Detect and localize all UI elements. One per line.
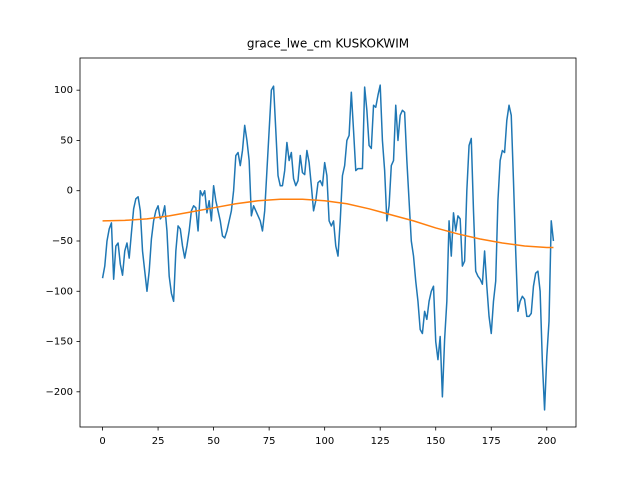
x-tick-label: 0	[99, 436, 105, 447]
y-tick-label: 100	[54, 85, 73, 96]
y-tick-label: −200	[46, 387, 73, 398]
plot-frame	[79, 57, 577, 428]
x-tick-label: 25	[152, 436, 165, 447]
x-tick-label: 50	[207, 436, 220, 447]
x-tick-label: 125	[371, 436, 390, 447]
x-tick-label: 175	[482, 436, 501, 447]
y-tick-label: −150	[46, 337, 73, 348]
x-tick-label: 200	[537, 436, 556, 447]
data-line	[101, 84, 555, 411]
y-tick-label: −50	[52, 236, 73, 247]
data-line	[102, 198, 554, 249]
x-tick-label: 75	[263, 436, 276, 447]
x-tick-label: 150	[426, 436, 445, 447]
chart-title: grace_lwe_cm KUSKOKWIM	[247, 37, 409, 51]
x-tick-label: 100	[315, 436, 334, 447]
y-tick-label: 0	[67, 186, 73, 197]
y-tick-label: 50	[60, 135, 73, 146]
y-tick-label: −100	[46, 286, 73, 297]
